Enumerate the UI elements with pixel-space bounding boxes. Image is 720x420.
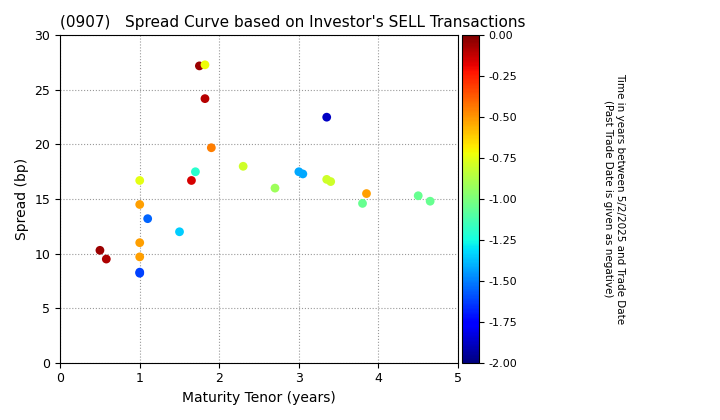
Point <box>101 256 112 262</box>
Point <box>134 177 145 184</box>
Point <box>142 215 153 222</box>
Point <box>94 247 106 254</box>
Point <box>134 269 145 276</box>
Point <box>199 61 211 68</box>
Point <box>189 168 201 175</box>
Point <box>174 228 185 235</box>
Point <box>293 168 305 175</box>
Point <box>424 198 436 205</box>
Point <box>325 178 336 185</box>
Point <box>361 190 372 197</box>
Point <box>321 114 333 121</box>
Point <box>206 144 217 151</box>
Point <box>269 185 281 192</box>
Y-axis label: Time in years between 5/2/2025 and Trade Date
(Past Trade Date is given as negat: Time in years between 5/2/2025 and Trade… <box>603 74 625 325</box>
Point <box>297 171 309 177</box>
Point <box>238 163 249 170</box>
Point <box>134 239 145 246</box>
Point <box>134 270 145 277</box>
Point <box>321 176 333 183</box>
Point <box>186 177 197 184</box>
X-axis label: Maturity Tenor (years): Maturity Tenor (years) <box>182 391 336 405</box>
Point <box>199 95 211 102</box>
Point <box>413 192 424 199</box>
Y-axis label: Spread (bp): Spread (bp) <box>15 158 29 240</box>
Point <box>134 201 145 208</box>
Point <box>194 63 205 69</box>
Point <box>134 254 145 260</box>
Point <box>356 200 368 207</box>
Text: (0907)   Spread Curve based on Investor's SELL Transactions: (0907) Spread Curve based on Investor's … <box>60 15 526 30</box>
